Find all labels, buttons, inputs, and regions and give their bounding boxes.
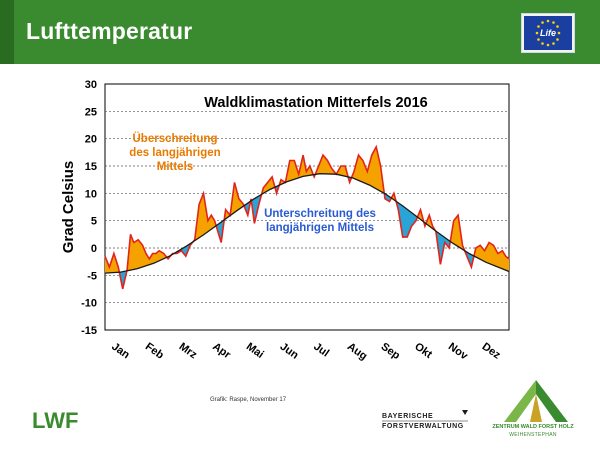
bayerische-line2: FORSTVERWALTUNG [382, 423, 464, 430]
header-accent-strip [0, 0, 14, 64]
y-tick-label: 30 [85, 79, 97, 91]
lwf-logo-text: LWF [32, 408, 78, 433]
y-tick-label: -10 [81, 298, 97, 310]
eu-life-text: Life [540, 28, 556, 38]
y-tick-label: -15 [81, 325, 97, 337]
long-term-mean-line [104, 173, 510, 274]
above-mean-area [473, 242, 509, 272]
above-mean-area [105, 253, 120, 274]
x-tick-label: Apr [210, 341, 233, 362]
above-mean-area [315, 155, 349, 177]
annotation-text: Überschreitung [133, 132, 218, 145]
below-mean-area [216, 219, 225, 243]
y-tick-label: 25 [85, 106, 97, 118]
zentrum-logo-mark [504, 380, 568, 422]
x-tick-label: Mai [244, 341, 266, 361]
bayerische-line1: BAYERISCHE [382, 413, 434, 420]
x-tick-label: Jun [278, 341, 301, 362]
series-lines [104, 144, 510, 290]
x-tick-label: Aug [345, 341, 369, 363]
above-mean-area [224, 182, 244, 220]
annotation-text: Unterschreitung des [264, 208, 376, 220]
lwf-logo: LWF [32, 408, 78, 433]
x-tick-label: Mrz [177, 341, 200, 362]
annotations: Überschreitung des langjährigen Mittels Unt… [129, 132, 376, 234]
zentrum-line2: WEIHENSTEPHAN [509, 432, 557, 438]
zentrum-center-icon [530, 394, 542, 422]
gridlines [105, 110, 509, 304]
x-tick-label: Okt [412, 341, 434, 362]
zentrum-line1: ZENTRUM WALD FORST HOLZ [492, 424, 574, 430]
x-tick-label: Feb [143, 341, 166, 362]
eu-stars-icon [535, 19, 561, 47]
y-tick-label: 20 [85, 134, 97, 146]
page-title: Lufttemperatur [26, 18, 193, 44]
x-tick-labels: Jan Feb Mrz Apr Mai Jun Jul Aug Sep Okt Nov Dez [109, 341, 503, 363]
chart-title: Waldklimastation Mitterfels 2016 [204, 95, 427, 111]
x-tick-label: Jan [109, 341, 132, 362]
below-mean-area [119, 270, 127, 289]
eu-life-logo: Life [521, 13, 575, 53]
annotation-text: Mittels [157, 161, 193, 173]
bayerische-forstverwaltung-logo [382, 410, 468, 422]
above-mean-area [261, 176, 275, 195]
zentrum-left-leaf-icon [504, 380, 536, 422]
bayern-mark-icon [462, 410, 468, 415]
y-axis-label: Grad Celsius [60, 161, 77, 254]
annotation-text: langjährigen Mittels [266, 222, 374, 234]
chart-container: 30 25 20 15 10 5 0 -5 -10 -15 Jan Feb Mrz Apr Mai Jun J… [0, 64, 600, 404]
y-tick-label: 5 [91, 216, 97, 228]
daily-temperature-line [104, 144, 510, 290]
zentrum-right-leaf-icon [536, 380, 568, 422]
y-tick-label: -5 [87, 270, 97, 282]
x-tick-label: Sep [379, 341, 403, 363]
y-tick-label: 0 [91, 243, 97, 255]
annotation-text: des langjährigen [129, 147, 220, 159]
y-tick-label: 10 [85, 188, 97, 200]
plot-area [104, 83, 510, 331]
credit-text: Grafik: Raspe, November 17 [210, 397, 287, 403]
x-tick-label: Jul [311, 341, 331, 360]
y-tick-labels: 30 25 20 15 10 5 0 -5 -10 -15 [81, 79, 97, 337]
y-tick-label: 15 [85, 161, 97, 173]
x-tick-label: Dez [480, 341, 503, 362]
header-band [0, 0, 600, 64]
x-tick-label: Nov [446, 341, 471, 363]
